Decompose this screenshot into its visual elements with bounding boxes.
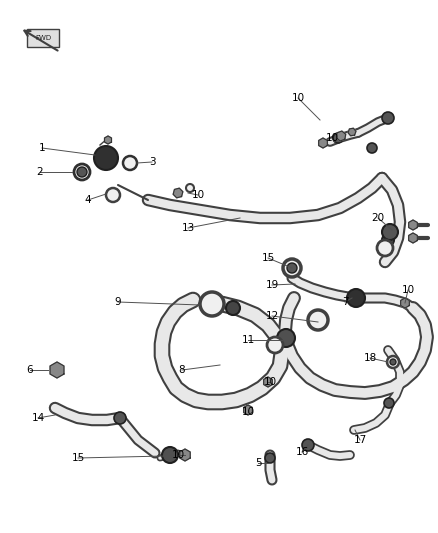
Circle shape: [244, 406, 252, 414]
Polygon shape: [50, 362, 64, 378]
Polygon shape: [319, 138, 327, 148]
Text: 20: 20: [371, 213, 385, 223]
Circle shape: [114, 412, 126, 424]
Circle shape: [200, 292, 224, 316]
Text: 10: 10: [191, 190, 205, 200]
Circle shape: [377, 240, 393, 256]
Circle shape: [382, 112, 394, 124]
Text: 7: 7: [342, 297, 348, 307]
Circle shape: [390, 359, 396, 365]
Circle shape: [277, 329, 295, 347]
Circle shape: [162, 447, 178, 463]
Text: 11: 11: [241, 335, 254, 345]
Text: 19: 19: [265, 280, 279, 290]
Circle shape: [382, 224, 398, 240]
Circle shape: [387, 356, 399, 368]
Polygon shape: [409, 233, 417, 243]
Circle shape: [333, 133, 343, 143]
Circle shape: [186, 184, 194, 192]
Circle shape: [347, 289, 365, 307]
Text: 10: 10: [171, 450, 184, 460]
Text: 16: 16: [295, 447, 309, 457]
Text: FWD: FWD: [35, 35, 51, 41]
Polygon shape: [264, 377, 272, 387]
Text: 12: 12: [265, 311, 279, 321]
Text: 10: 10: [241, 407, 254, 417]
Circle shape: [302, 439, 314, 451]
Text: 10: 10: [263, 377, 276, 387]
Text: 17: 17: [353, 435, 367, 445]
Circle shape: [267, 337, 283, 353]
Circle shape: [367, 143, 377, 153]
Circle shape: [308, 310, 328, 330]
Circle shape: [74, 164, 90, 180]
Circle shape: [287, 263, 297, 273]
Polygon shape: [105, 136, 111, 144]
Text: 15: 15: [71, 453, 85, 463]
Text: 10: 10: [325, 133, 339, 143]
Polygon shape: [348, 128, 356, 136]
Polygon shape: [409, 220, 417, 230]
Text: 3: 3: [148, 157, 155, 167]
FancyBboxPatch shape: [27, 29, 59, 47]
Circle shape: [77, 167, 87, 177]
Circle shape: [94, 146, 118, 170]
Circle shape: [384, 398, 394, 408]
Text: 14: 14: [32, 413, 45, 423]
Polygon shape: [336, 131, 346, 141]
Text: 4: 4: [85, 195, 91, 205]
Circle shape: [265, 453, 275, 463]
Text: 2: 2: [37, 167, 43, 177]
Text: 10: 10: [402, 285, 414, 295]
Text: 8: 8: [179, 365, 185, 375]
Text: 6: 6: [27, 365, 33, 375]
Polygon shape: [401, 298, 410, 308]
Polygon shape: [173, 188, 183, 198]
Text: 1: 1: [39, 143, 45, 153]
Circle shape: [123, 156, 137, 170]
Circle shape: [106, 188, 120, 202]
Polygon shape: [244, 405, 252, 415]
Text: 18: 18: [364, 353, 377, 363]
Text: 5: 5: [254, 458, 261, 468]
Text: 9: 9: [115, 297, 121, 307]
Text: 15: 15: [261, 253, 275, 263]
Circle shape: [382, 234, 394, 246]
Circle shape: [226, 301, 240, 315]
Text: 13: 13: [181, 223, 194, 233]
Polygon shape: [180, 449, 190, 461]
Circle shape: [283, 259, 301, 277]
Text: 10: 10: [291, 93, 304, 103]
